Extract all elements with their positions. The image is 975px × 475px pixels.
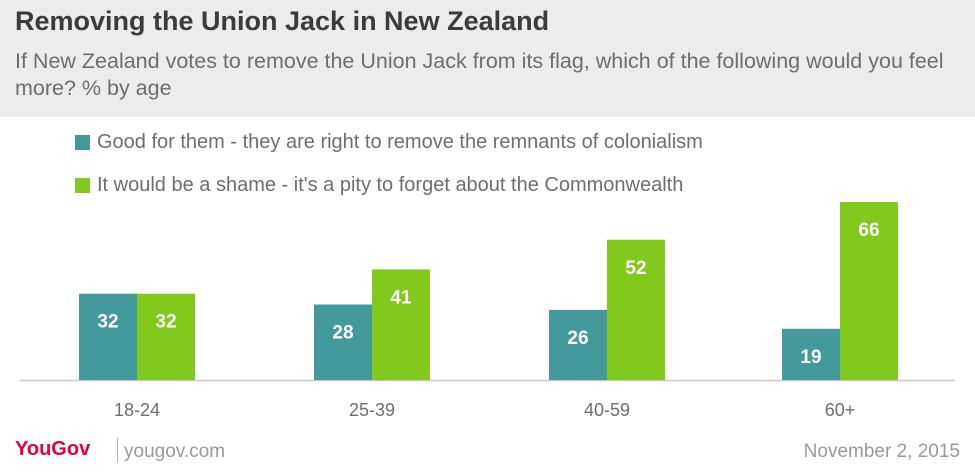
bar-shame-40-59: [607, 239, 665, 380]
x-tick-label-40-59: 40-59: [584, 400, 630, 420]
data-label-good-40-59: 26: [567, 328, 588, 349]
footer-divider: [117, 438, 118, 463]
x-tick-label-18-24: 18-24: [114, 400, 160, 420]
bar-good-60+: [782, 328, 840, 380]
bar-shame-18-24: [137, 293, 195, 380]
data-label-shame-25-39: 41: [390, 287, 412, 308]
legend-label-shame: It would be a shame - it's a pity to for…: [97, 174, 684, 196]
footer-url: yougov.com: [124, 441, 226, 462]
legend-label-good: Good for them - they are right to remove…: [97, 131, 703, 153]
legend-swatch-good: [75, 135, 90, 150]
legend-swatch-shame: [75, 178, 90, 193]
chart-subtitle: If New Zealand votes to remove the Union…: [15, 49, 944, 100]
header-band: Removing the Union Jack in New Zealand I…: [0, 0, 975, 117]
yougov-logo: YouGov: [15, 438, 91, 460]
bar-shame-25-39: [372, 269, 430, 380]
footer-date: November 2, 2015: [803, 441, 960, 462]
data-label-shame-60+: 66: [858, 220, 879, 241]
data-label-shame-18-24: 32: [155, 312, 176, 333]
data-label-good-18-24: 32: [97, 312, 118, 333]
data-label-good-60+: 19: [800, 347, 821, 368]
chart-title: Removing the Union Jack in New Zealand: [15, 6, 550, 36]
x-tick-label-60+: 60+: [825, 400, 856, 420]
bar-shame-60+: [840, 202, 898, 380]
bar-good-40-59: [549, 309, 607, 380]
bar-good-25-39: [314, 304, 372, 380]
x-tick-label-25-39: 25-39: [349, 400, 395, 420]
bar-good-18-24: [79, 293, 137, 380]
data-label-shame-40-59: 52: [625, 258, 646, 279]
data-label-good-25-39: 28: [332, 322, 353, 343]
